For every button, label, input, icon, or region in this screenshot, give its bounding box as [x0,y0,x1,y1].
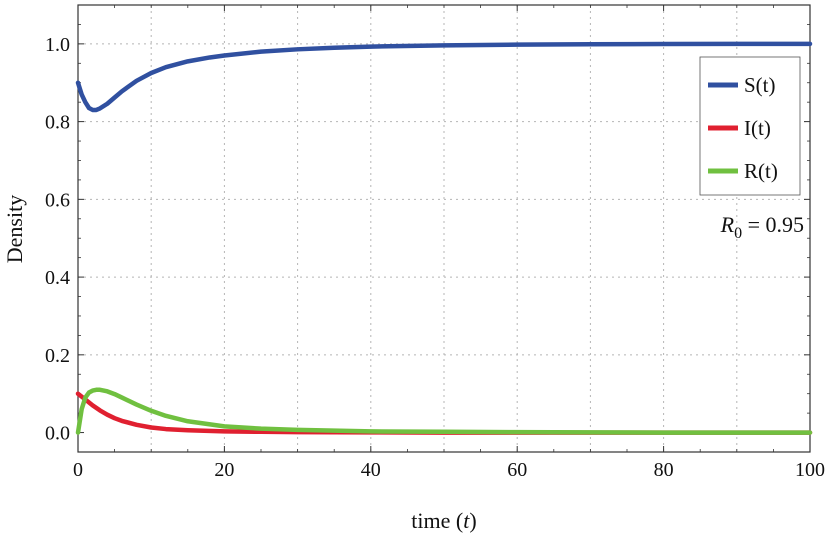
y-tick-label: 0.0 [45,423,70,445]
legend-label: S(t) [744,73,776,97]
y-tick-label: 0.6 [45,189,70,211]
x-tick-label: 100 [795,459,825,481]
x-tick-label: 20 [214,459,234,481]
legend: S(t) I(t) R(t) [699,56,801,196]
r0-annotation: R0 = 0.95 [720,212,804,242]
x-axis-title-prefix: time [411,508,450,533]
x-tick-label: 80 [654,459,674,481]
legend-item-i: I(t) [708,116,771,140]
r-series-line [75,387,813,435]
y-axis-title: Density [2,195,27,263]
axis-ticks: 0 20 40 60 80 100 0.0 0.2 0.4 0.6 0.8 1.0 [45,5,825,481]
x-tick-label: 0 [73,459,83,481]
y-tick-label: 0.4 [45,267,70,289]
legend-label: R(t) [744,159,778,183]
grid [78,5,810,452]
r0-subscript: 0 [734,225,742,242]
legend-label: I(t) [744,116,771,140]
x-axis-title: time (t) [411,508,476,533]
y-tick-label: 1.0 [45,34,70,56]
legend-item-s: S(t) [708,73,776,97]
r0-symbol: R [720,212,735,237]
y-tick-label: 0.8 [45,112,70,134]
x-tick-label: 60 [507,459,527,481]
x-axis-title-var: t [463,508,470,533]
s-series-line [75,41,813,113]
legend-item-r: R(t) [708,159,778,183]
y-tick-label: 0.2 [45,345,70,367]
x-tick-label: 40 [361,459,381,481]
r0-value: = 0.95 [742,212,804,237]
series-lines [75,41,813,435]
